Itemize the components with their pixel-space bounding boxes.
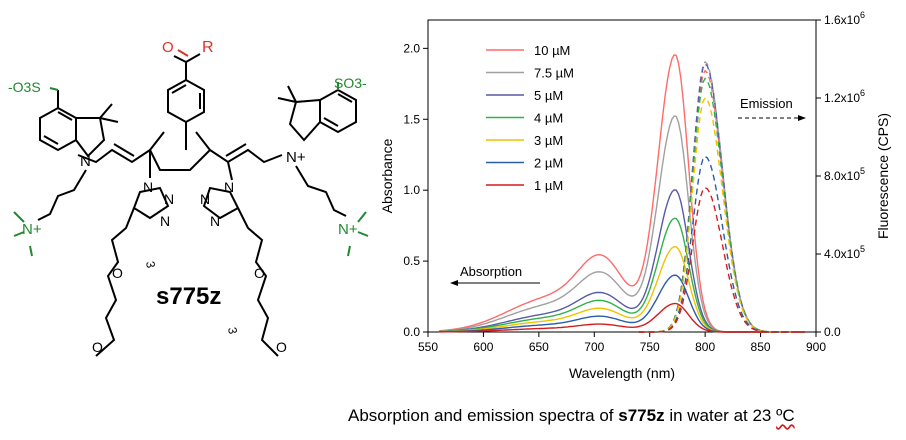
emission-curve [638, 62, 794, 333]
right-repeat-index: 3 [225, 326, 240, 335]
y2-tick-label: 4.0x105 [824, 244, 865, 261]
right-ammonium-label: N+ [338, 221, 358, 238]
y2-tick-label: 1.6x106 [824, 10, 865, 27]
left-polymethine-chain [77, 148, 151, 164]
x-tick-label: 700 [584, 340, 604, 354]
left-triazole-n2: N [164, 191, 174, 207]
x-tick-label: 600 [473, 340, 493, 354]
y-tick-label: 0.0 [403, 325, 420, 339]
legend-label: 10 µM [534, 43, 570, 58]
x-tick-label: 650 [529, 340, 549, 354]
absorbance-curve [439, 115, 805, 333]
emission-curve [638, 96, 794, 333]
x-axis-label: Wavelength (nm) [569, 365, 675, 381]
absorption-label: Absorption [460, 264, 522, 279]
left-triazole-n3: N [160, 213, 170, 229]
emission-curve [638, 60, 794, 333]
oxygen-label: O [162, 39, 174, 56]
absorbance-curve [439, 189, 805, 333]
cyclohexene-ring [148, 131, 212, 171]
y-axis-label: Absorbance [379, 138, 395, 213]
x-tick-label: 750 [640, 340, 660, 354]
right-sulfonate-label: SO3- [334, 75, 367, 91]
absorbance-curve [439, 302, 805, 333]
emission-curve [638, 186, 794, 333]
emission-annotation: Emission [738, 96, 806, 121]
left-ammonium-label: N+ [22, 221, 42, 238]
left-peg-o2: O [92, 339, 103, 355]
y-tick-label: 2.0 [403, 41, 420, 55]
right-triazole-n2: N [200, 191, 210, 207]
emission-label: Emission [740, 96, 793, 111]
y-tick-label: 1.5 [403, 112, 420, 126]
y2-tick-label: 0.0 [824, 325, 841, 339]
legend-label: 5 µM [534, 88, 563, 103]
carbonyl-group: O R [162, 39, 214, 80]
x-tick-label: 550 [418, 340, 438, 354]
y2-tick-label: 1.2x106 [824, 88, 865, 105]
x-tick-label: 900 [806, 340, 826, 354]
right-indole: N+ SO3- N+ [277, 75, 369, 257]
caption-suffix: in water at 23 [664, 406, 777, 425]
right-peg-o1: O [254, 265, 265, 281]
right-triazole-n1: N [224, 179, 234, 195]
right-peg-o2: O [276, 339, 287, 355]
right-polymethine-chain [209, 148, 283, 164]
caption-prefix: Absorption and emission spectra of [348, 406, 619, 425]
y2-tick-exponent: 5 [860, 166, 865, 176]
y2-tick-exponent: 5 [860, 244, 865, 254]
legend-label: 4 µM [534, 111, 563, 126]
compound-label: s775z [156, 283, 221, 310]
left-repeat-index: 3 [143, 260, 158, 269]
right-triazole: N N N O O 3 [200, 161, 287, 357]
y2-tick-label: 8.0x105 [824, 166, 865, 183]
right-indolium-label: N+ [286, 149, 306, 166]
x-tick-label: 800 [695, 340, 715, 354]
y-tick-label: 0.5 [403, 254, 420, 268]
legend-label: 1 µM [534, 178, 563, 193]
emission-curve [638, 77, 794, 333]
y2-tick-exponent: 6 [860, 88, 865, 98]
left-indole: N -O3S N+ [8, 79, 119, 257]
y2-axis-label: Fluorescence (CPS) [875, 113, 891, 239]
left-n-label: N [80, 153, 91, 170]
legend-label: 7.5 µM [534, 66, 574, 81]
right-triazole-n3: N [210, 213, 220, 229]
caption-unit: ºC [776, 406, 795, 425]
y-tick-label: 1.0 [403, 183, 420, 197]
y2-tick-exponent: 6 [860, 10, 865, 20]
left-triazole: N N N O O 3 [92, 150, 174, 357]
chemical-structure: O R N -O3S N+ [8, 39, 369, 357]
r-group-label: R [202, 39, 214, 56]
caption-compound: s775z [618, 406, 665, 425]
left-peg-o1: O [112, 265, 123, 281]
left-sulfonate-label: -O3S [8, 79, 41, 95]
left-triazole-n1: N [143, 179, 153, 195]
figure-caption: Absorption and emission spectra of s775z… [348, 406, 795, 426]
absorption-annotation: Absorption [450, 264, 540, 286]
legend-label: 3 µM [534, 133, 563, 148]
x-tick-label: 850 [751, 340, 771, 354]
legend-label: 2 µM [534, 156, 563, 171]
plot-frame [427, 19, 817, 333]
